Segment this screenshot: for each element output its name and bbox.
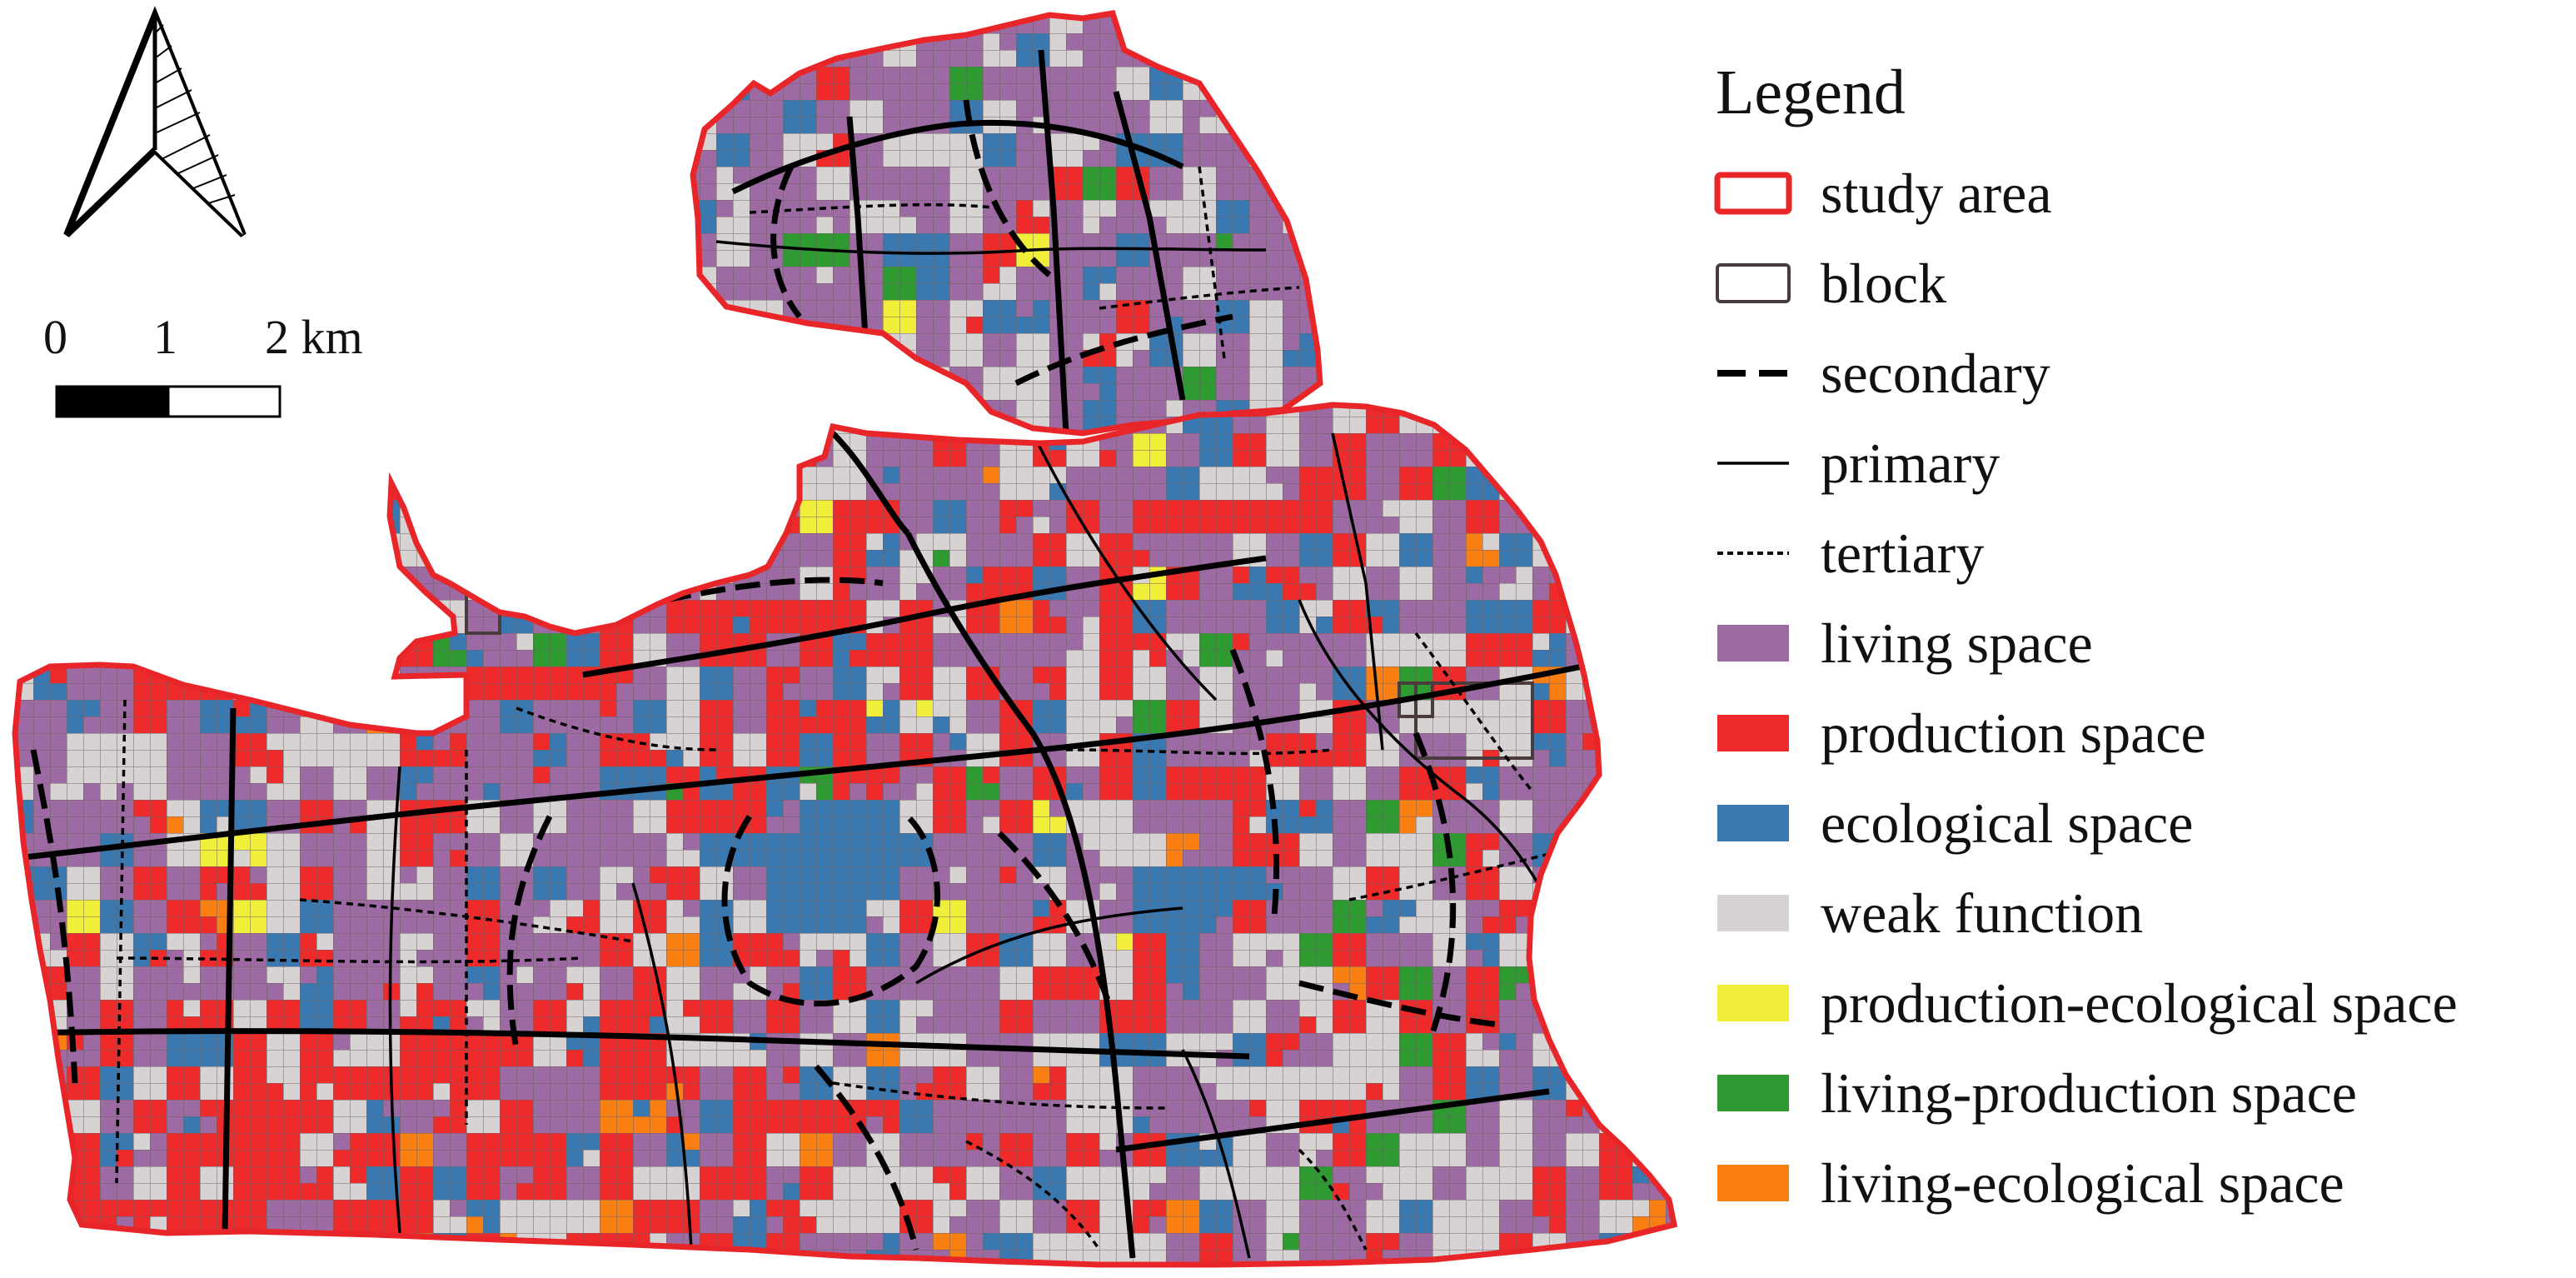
legend-item-primary: primary <box>1717 432 2000 495</box>
legend-label-prod-eco: production-ecological space <box>1821 971 2458 1035</box>
legend: Legend study area block secondary primary te… <box>1714 57 2458 1215</box>
primary-road <box>1031 432 1218 701</box>
scale-label-2km: 2 km <box>265 310 363 364</box>
study-area-south <box>12 402 1678 1268</box>
secondary-road <box>1229 648 1280 917</box>
legend-label-production: production space <box>1821 701 2206 765</box>
tertiary-road <box>749 202 1000 214</box>
legend-item-block: block <box>1716 252 1946 315</box>
legend-symbol-living <box>1717 625 1789 661</box>
major-road <box>222 707 237 1234</box>
tertiary-road <box>1348 848 1567 901</box>
north-arrow-icon <box>63 6 247 237</box>
scale-bar: 0 1 2 km <box>43 310 363 418</box>
tertiary-road <box>1198 166 1226 359</box>
legend-item-production: production space <box>1717 701 2206 765</box>
scale-label-1: 1 <box>153 310 177 364</box>
legend-item-liv-prod: living-production space <box>1717 1061 2357 1125</box>
legend-symbol-block <box>1716 263 1791 303</box>
block-outline <box>1414 681 1534 760</box>
major-road <box>846 116 869 351</box>
legend-label-secondary: secondary <box>1821 342 2050 405</box>
legend-label-tertiary: tertiary <box>1821 522 1984 585</box>
major-road <box>731 119 1184 195</box>
secondary-road <box>665 577 884 603</box>
tertiary-road <box>965 1140 1101 1251</box>
legend-symbol-liv-eco <box>1717 1165 1789 1201</box>
legend-symbol-production <box>1717 715 1789 751</box>
legend-symbol-liv-prod <box>1717 1075 1789 1111</box>
legend-label-primary: primary <box>1821 432 2000 495</box>
tertiary-road <box>1065 748 1333 756</box>
major-road <box>582 555 1267 678</box>
legend-label-ecological: ecological space <box>1821 791 2193 855</box>
legend-label-liv-eco: living-ecological space <box>1821 1151 2344 1215</box>
legend-symbol-ecological <box>1717 805 1789 841</box>
legend-item-living: living space <box>1717 612 2093 675</box>
study-area-boundary-south <box>12 402 1678 1268</box>
major-road <box>1038 49 1069 433</box>
primary-road <box>915 906 1183 985</box>
legend-item-liv-eco: living-ecological space <box>1717 1151 2344 1215</box>
tertiary-road <box>299 898 634 943</box>
secondary-road <box>721 814 940 1007</box>
legend-label-weak: weak function <box>1821 881 2143 945</box>
legend-item-secondary: secondary <box>1717 342 2050 405</box>
legend-label-study-area: study area <box>1821 162 2052 225</box>
tertiary-road <box>1298 1148 1368 1251</box>
tertiary-road <box>1414 632 1534 793</box>
tertiary-road <box>516 706 717 751</box>
legend-symbol-study-area <box>1714 172 1792 215</box>
legend-symbol-prod-eco <box>1717 985 1789 1021</box>
legend-label-block: block <box>1821 252 1946 315</box>
major-road <box>16 663 1583 861</box>
legend-label-living: living space <box>1821 612 2093 675</box>
legend-title: Legend <box>1716 57 1906 127</box>
major-road <box>830 431 910 536</box>
secondary-road <box>1413 731 1457 1035</box>
legend-item-tertiary: tertiary <box>1717 522 1984 585</box>
study-area-boundary-north <box>690 10 1323 437</box>
primary-road <box>1331 432 1384 751</box>
secondary-road <box>506 815 553 1051</box>
tertiary-road <box>116 956 584 964</box>
primary-road <box>631 882 693 1251</box>
legend-item-prod-eco: production-ecological space <box>1717 971 2458 1035</box>
tertiary-road <box>115 699 127 1184</box>
legend-label-liv-prod: living-production space <box>1821 1061 2357 1125</box>
legend-item-study-area: study area <box>1714 162 2052 225</box>
secondary-road <box>1298 980 1500 1028</box>
legend-item-ecological: ecological space <box>1717 791 2193 855</box>
legend-symbol-weak <box>1717 895 1789 931</box>
primary-road <box>388 766 401 1234</box>
secondary-road <box>1014 313 1233 387</box>
major-road <box>1113 91 1186 401</box>
major-road <box>904 532 1136 1259</box>
scale-label-0: 0 <box>43 310 67 364</box>
primary-road <box>1181 1049 1251 1259</box>
secondary-road <box>814 1064 919 1251</box>
tertiary-road <box>832 1081 1167 1110</box>
legend-item-weak: weak function <box>1717 881 2143 945</box>
major-road <box>1115 1088 1550 1153</box>
tertiary-road <box>1099 286 1300 310</box>
study-area-north <box>690 10 1323 437</box>
secondary-road <box>770 165 802 319</box>
